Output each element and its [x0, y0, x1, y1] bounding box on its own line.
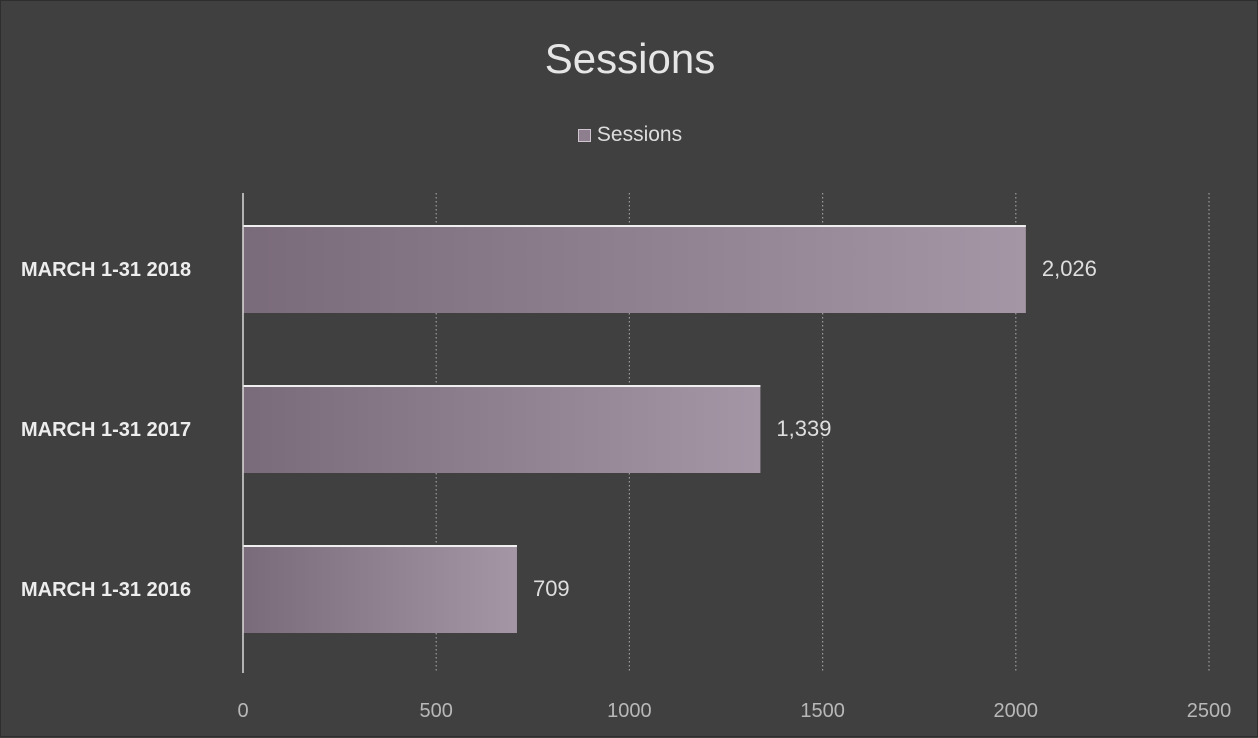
data-label: 709	[533, 576, 570, 601]
data-label: 1,339	[776, 416, 831, 441]
category-label: MARCH 1-31 2016	[21, 579, 191, 601]
legend-swatch-icon	[577, 128, 591, 142]
legend-label: Sessions	[596, 123, 683, 146]
bar	[243, 385, 761, 473]
bar	[243, 225, 1026, 313]
x-tick-label: 1500	[800, 700, 845, 722]
x-tick-label: 2500	[1187, 700, 1232, 722]
x-tick-label: 2000	[994, 700, 1039, 722]
chart-title: Sessions	[544, 35, 716, 82]
x-tick-label: 500	[420, 700, 453, 722]
legend: Sessions	[1, 123, 1258, 147]
x-tick-label: 1000	[607, 700, 652, 722]
category-label: MARCH 1-31 2017	[21, 419, 191, 441]
x-tick-label: 0	[237, 700, 248, 722]
bar	[243, 545, 517, 633]
data-label: 2,026	[1042, 256, 1097, 281]
category-label: MARCH 1-31 2018	[21, 259, 191, 281]
